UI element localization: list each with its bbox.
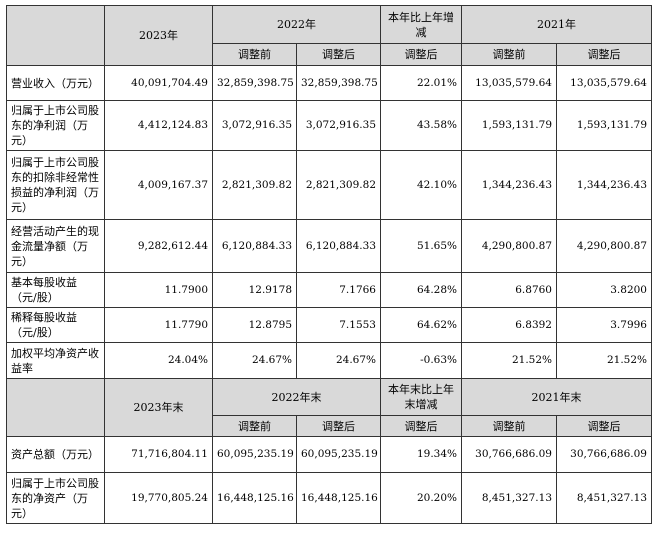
cell-2021-after: 8,451,327.13: [556, 472, 652, 524]
cell-2022-after: 32,859,398.75: [296, 65, 381, 101]
cell-2023: 4,009,167.37: [104, 150, 213, 220]
financial-summary-table: 2023年 2022年 本年比上年增减 2021年 调整前 调整后 调整后 调整…: [6, 5, 652, 524]
cell-2022-before: 2,821,309.82: [212, 150, 297, 220]
cell-2022-after: 7.1553: [296, 307, 381, 343]
cell-2023: 11.7790: [104, 307, 213, 343]
cell-2022-before: 16,448,125.16: [212, 472, 297, 524]
cell-2022-before: 60,095,235.19: [212, 436, 297, 473]
row-label: 归属于上市公司股东的净资产（万元）: [6, 472, 105, 524]
header-2022-after: 调整后: [296, 43, 381, 66]
cell-change: 42.10%: [380, 150, 462, 220]
header-2021-after: 调整后: [556, 43, 652, 66]
cell-2022-after: 7.1766: [296, 272, 381, 308]
cell-change: 43.58%: [380, 100, 462, 151]
table-row: 归属于上市公司股东的净资产（万元） 19,770,805.24 16,448,1…: [6, 472, 652, 524]
cell-2023: 9,282,612.44: [104, 219, 213, 273]
header-2022-before: 调整前: [212, 43, 297, 66]
cell-2021-after: 3.7996: [556, 307, 652, 343]
header-2023-end: 2023年末: [104, 378, 213, 437]
table-row: 加权平均净资产收益率 24.04% 24.67% 24.67% -0.63% 2…: [6, 342, 652, 379]
header-2022-end: 2022年末: [212, 378, 381, 416]
header-change: 本年比上年增减: [380, 5, 462, 44]
cell-2021-after: 4,290,800.87: [556, 219, 652, 273]
cell-2021-before: 13,035,579.64: [461, 65, 557, 101]
cell-2022-before: 6,120,884.33: [212, 219, 297, 273]
cell-2022-before: 3,072,916.35: [212, 100, 297, 151]
table-row: 经营活动产生的现金流量净额（万元） 9,282,612.44 6,120,884…: [6, 219, 652, 273]
header-2021: 2021年: [461, 5, 652, 44]
header-change-end: 本年末比上年末增减: [380, 378, 462, 416]
cell-change: 51.65%: [380, 219, 462, 273]
cell-2021-before: 6.8392: [461, 307, 557, 343]
row-label: 营业收入（万元）: [6, 65, 105, 101]
cell-2021-after: 1,344,236.43: [556, 150, 652, 220]
cell-change: 19.34%: [380, 436, 462, 473]
row-label: 稀释每股收益（元/股）: [6, 307, 105, 343]
cell-2021-after: 21.52%: [556, 342, 652, 379]
header-2021-end: 2021年末: [461, 378, 652, 416]
row-label: 经营活动产生的现金流量净额（万元）: [6, 219, 105, 273]
cell-2021-after: 30,766,686.09: [556, 436, 652, 473]
cell-2021-before: 4,290,800.87: [461, 219, 557, 273]
header-row-top: 2023年末 2022年末 本年末比上年末增减 2021年末: [6, 378, 652, 437]
cell-2021-after: 3.8200: [556, 272, 652, 308]
cell-change: 64.62%: [380, 307, 462, 343]
cell-change: 64.28%: [380, 272, 462, 308]
header-2022-after: 调整后: [296, 415, 381, 437]
row-label: 基本每股收益（元/股）: [6, 272, 105, 308]
header-corner-cell: [6, 5, 105, 66]
header-corner-cell: [6, 378, 105, 437]
cell-2022-after: 6,120,884.33: [296, 219, 381, 273]
cell-2021-before: 30,766,686.09: [461, 436, 557, 473]
cell-2022-before: 24.67%: [212, 342, 297, 379]
cell-2021-before: 1,593,131.79: [461, 100, 557, 151]
header-row-top: 2023年 2022年 本年比上年增减 2021年: [6, 5, 652, 66]
header-change-after: 调整后: [380, 415, 462, 437]
header-row-sub: 调整前 调整后 调整后 调整前 调整后: [7, 43, 652, 66]
cell-2021-before: 8,451,327.13: [461, 472, 557, 524]
header-2021-before: 调整前: [461, 415, 557, 437]
table-row: 归属于上市公司股东的扣除非经常性损益的净利润（万元） 4,009,167.37 …: [6, 150, 652, 220]
cell-2022-before: 12.8795: [212, 307, 297, 343]
cell-2022-after: 16,448,125.16: [296, 472, 381, 524]
row-label: 归属于上市公司股东的净利润（万元）: [6, 100, 105, 151]
cell-2022-after: 60,095,235.19: [296, 436, 381, 473]
cell-2021-before: 21.52%: [461, 342, 557, 379]
header-2021-after: 调整后: [556, 415, 652, 437]
cell-2023: 11.7900: [104, 272, 213, 308]
row-label: 资产总额（万元）: [6, 436, 105, 473]
cell-2022-after: 2,821,309.82: [296, 150, 381, 220]
header-change-after: 调整后: [380, 43, 462, 66]
cell-2023: 4,412,124.83: [104, 100, 213, 151]
cell-2021-after: 1,593,131.79: [556, 100, 652, 151]
cell-change: 22.01%: [380, 65, 462, 101]
cell-change: -0.63%: [380, 342, 462, 379]
cell-2021-before: 1,344,236.43: [461, 150, 557, 220]
header-2023: 2023年: [104, 5, 213, 66]
row-label: 归属于上市公司股东的扣除非经常性损益的净利润（万元）: [6, 150, 105, 220]
cell-2021-after: 13,035,579.64: [556, 65, 652, 101]
cell-2022-before: 32,859,398.75: [212, 65, 297, 101]
table-row: 营业收入（万元） 40,091,704.49 32,859,398.75 32,…: [6, 65, 652, 101]
table-row: 归属于上市公司股东的净利润（万元） 4,412,124.83 3,072,916…: [6, 100, 652, 151]
cell-2022-after: 24.67%: [296, 342, 381, 379]
cell-2023: 24.04%: [104, 342, 213, 379]
cell-2023: 40,091,704.49: [104, 65, 213, 101]
table-row: 资产总额（万元） 71,716,804.11 60,095,235.19 60,…: [6, 436, 652, 473]
row-label: 加权平均净资产收益率: [6, 342, 105, 379]
header-2021-before: 调整前: [461, 43, 557, 66]
cell-2023: 19,770,805.24: [104, 472, 213, 524]
cell-2021-before: 6.8760: [461, 272, 557, 308]
header-2022: 2022年: [212, 5, 381, 44]
cell-2022-after: 3,072,916.35: [296, 100, 381, 151]
cell-2023: 71,716,804.11: [104, 436, 213, 473]
cell-change: 20.20%: [380, 472, 462, 524]
cell-2022-before: 12.9178: [212, 272, 297, 308]
table-row: 基本每股收益（元/股） 11.7900 12.9178 7.1766 64.28…: [6, 272, 652, 308]
header-2022-before: 调整前: [212, 415, 297, 437]
table-row: 稀释每股收益（元/股） 11.7790 12.8795 7.1553 64.62…: [6, 307, 652, 343]
